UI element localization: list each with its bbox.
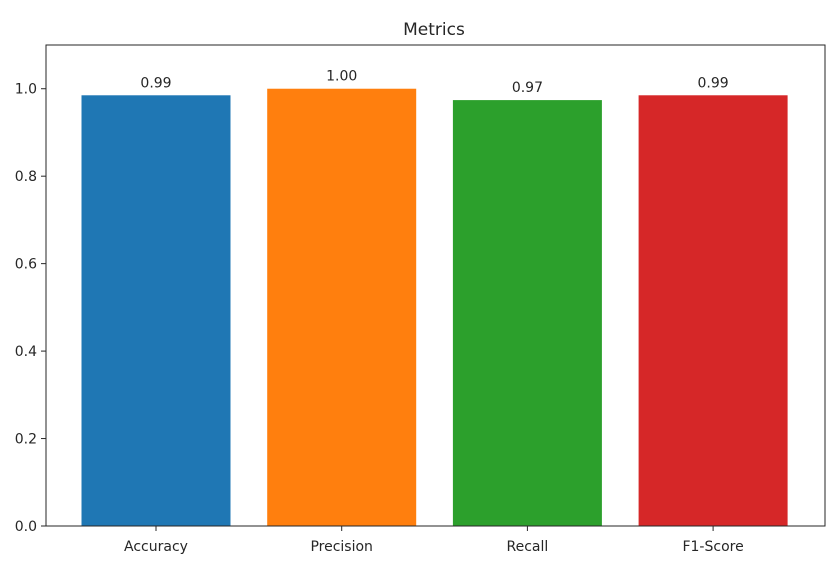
data-label: 0.99 (698, 75, 729, 91)
bar-precision (267, 88, 417, 527)
y-axis: 0.0 0.2 0.4 0.6 0.8 1.0 (15, 82, 46, 535)
y-tick-label: 1.0 (15, 82, 37, 98)
x-tick-label: F1-Score (682, 539, 743, 555)
x-tick-label: Recall (507, 539, 549, 555)
x-axis: Accuracy Precision Recall F1-Score (124, 526, 744, 555)
data-labels-group: 0.99 1.00 0.97 0.99 (140, 69, 728, 96)
data-label: 0.99 (140, 75, 171, 91)
y-tick-label: 0.2 (15, 432, 37, 448)
bar-f1-score (638, 95, 788, 526)
x-tick-label: Accuracy (124, 539, 188, 555)
y-tick-label: 0.0 (15, 519, 37, 535)
y-tick-label: 0.8 (15, 169, 37, 185)
data-label: 1.00 (326, 69, 357, 85)
y-tick-label: 0.6 (15, 257, 37, 273)
x-tick-label: Precision (310, 539, 372, 555)
data-label: 0.97 (512, 80, 543, 96)
bar-accuracy (81, 95, 231, 526)
plot-frame (45, 44, 826, 527)
bar-recall (452, 100, 602, 526)
bars-group (81, 88, 788, 527)
chart-title: Metrics (403, 20, 465, 40)
y-tick-label: 0.4 (15, 344, 37, 360)
